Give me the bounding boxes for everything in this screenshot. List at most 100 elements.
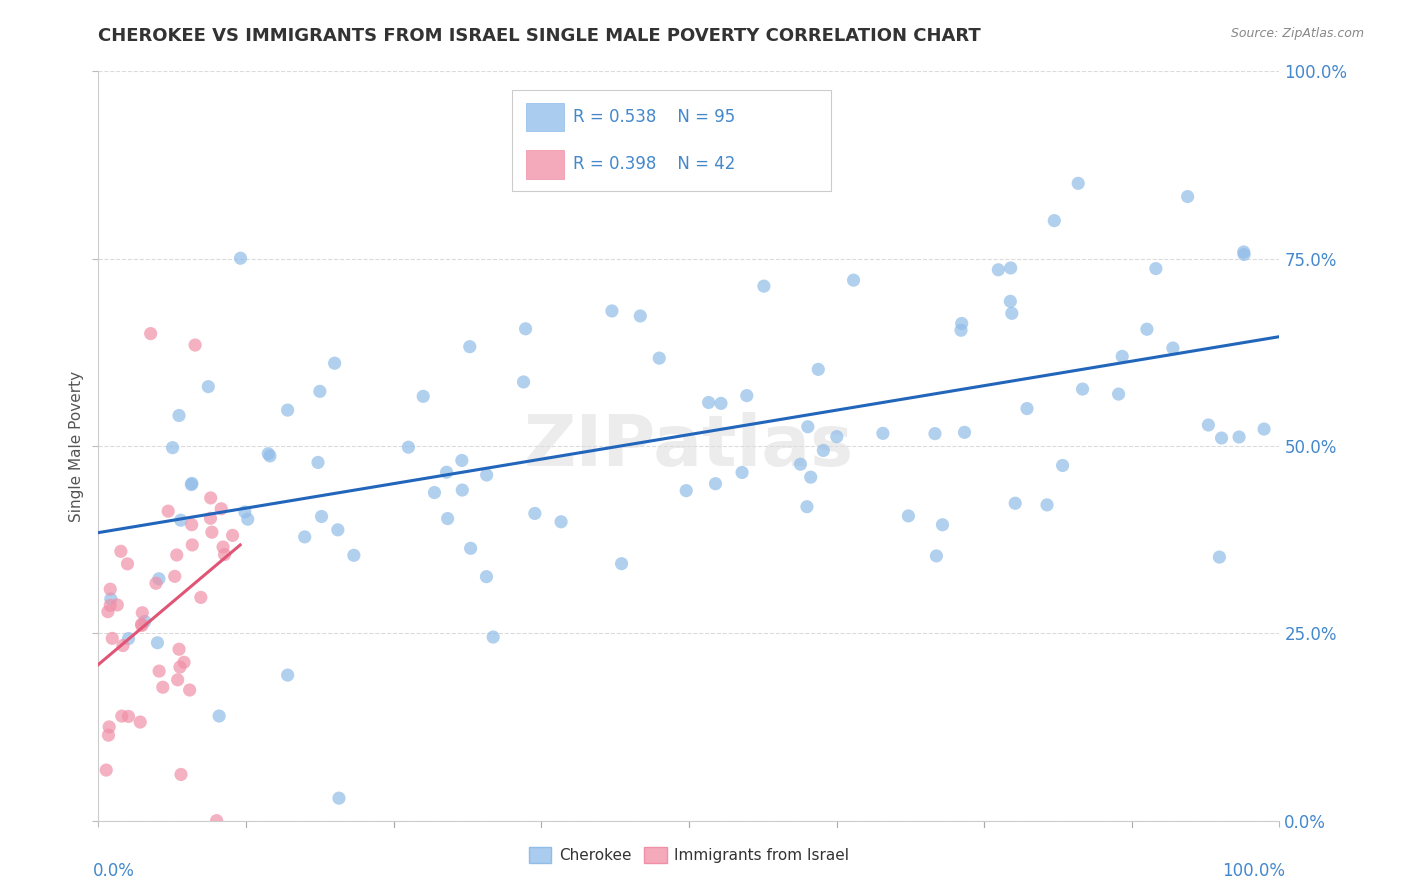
Point [221, 528, 243, 542]
Point [167, 409, 190, 423]
Point [181, 538, 204, 552]
Point [800, 470, 823, 484]
Point [257, 447, 280, 461]
Text: ZIPatlas: ZIPatlas [524, 411, 853, 481]
Text: R = 0.398    N = 42: R = 0.398 N = 42 [574, 155, 735, 173]
Point [475, 569, 498, 583]
Point [233, 505, 256, 519]
Point [648, 351, 671, 365]
Point [752, 279, 775, 293]
Point [1004, 496, 1026, 510]
Text: 100.0%: 100.0% [1222, 862, 1285, 880]
Point [212, 540, 235, 554]
Point [1253, 422, 1275, 436]
Point [131, 618, 153, 632]
Point [1043, 213, 1066, 227]
Point [704, 476, 727, 491]
Point [277, 403, 299, 417]
Point [1071, 382, 1094, 396]
Point [953, 425, 976, 440]
Point [181, 476, 204, 491]
Point [1208, 550, 1230, 565]
Point [111, 639, 134, 653]
Point [797, 419, 820, 434]
Point [170, 513, 193, 527]
Point [950, 323, 973, 337]
Point [796, 500, 818, 514]
Point [157, 504, 180, 518]
Point [813, 443, 835, 458]
Point [515, 322, 537, 336]
Point [1177, 189, 1199, 203]
Point [166, 673, 188, 687]
Point [117, 557, 139, 571]
Text: 0.0%: 0.0% [93, 862, 135, 880]
Point [180, 477, 202, 491]
Point [167, 642, 190, 657]
Point [343, 549, 366, 563]
Point [205, 814, 228, 828]
Point [1000, 260, 1022, 275]
Point [1015, 401, 1038, 416]
Point [436, 465, 458, 479]
Point [1211, 431, 1233, 445]
Point [307, 455, 329, 469]
Point [482, 630, 505, 644]
Legend: Cherokee, Immigrants from Israel: Cherokee, Immigrants from Israel [523, 841, 855, 869]
Point [326, 523, 349, 537]
Point [789, 457, 811, 471]
Point [735, 388, 758, 402]
Point [323, 356, 346, 370]
Point [600, 304, 623, 318]
Point [423, 485, 446, 500]
Point [148, 664, 170, 678]
Point [931, 517, 953, 532]
Point [950, 317, 973, 331]
Point [209, 501, 232, 516]
Point [1108, 387, 1130, 401]
Point [139, 326, 162, 341]
Point [458, 340, 481, 354]
Point [328, 791, 350, 805]
Point [162, 441, 184, 455]
Point [134, 615, 156, 629]
Point [117, 709, 139, 723]
Point [131, 606, 153, 620]
Point [259, 449, 281, 463]
Point [166, 548, 188, 562]
Point [214, 548, 236, 562]
Point [146, 636, 169, 650]
Point [184, 338, 207, 352]
Point [1227, 430, 1250, 444]
Point [512, 375, 534, 389]
Point [163, 569, 186, 583]
Point [101, 632, 124, 646]
Point [179, 683, 201, 698]
Point [842, 273, 865, 287]
Point [987, 262, 1010, 277]
Point [1000, 294, 1022, 309]
Point [925, 549, 948, 563]
Point [475, 468, 498, 483]
Point [897, 508, 920, 523]
Point [1136, 322, 1159, 336]
Point [697, 395, 720, 409]
Point [294, 530, 316, 544]
Point [131, 617, 153, 632]
Point [872, 426, 894, 441]
Point [169, 660, 191, 674]
Point [550, 515, 572, 529]
Point [1197, 417, 1219, 432]
FancyBboxPatch shape [512, 90, 831, 191]
Point [98, 582, 121, 597]
Point [148, 572, 170, 586]
Point [170, 767, 193, 781]
Point [236, 512, 259, 526]
Point [97, 728, 120, 742]
Point [190, 591, 212, 605]
Point [145, 576, 167, 591]
Point [1001, 306, 1024, 320]
Point [1144, 261, 1167, 276]
Point [152, 680, 174, 694]
Bar [526, 103, 564, 131]
